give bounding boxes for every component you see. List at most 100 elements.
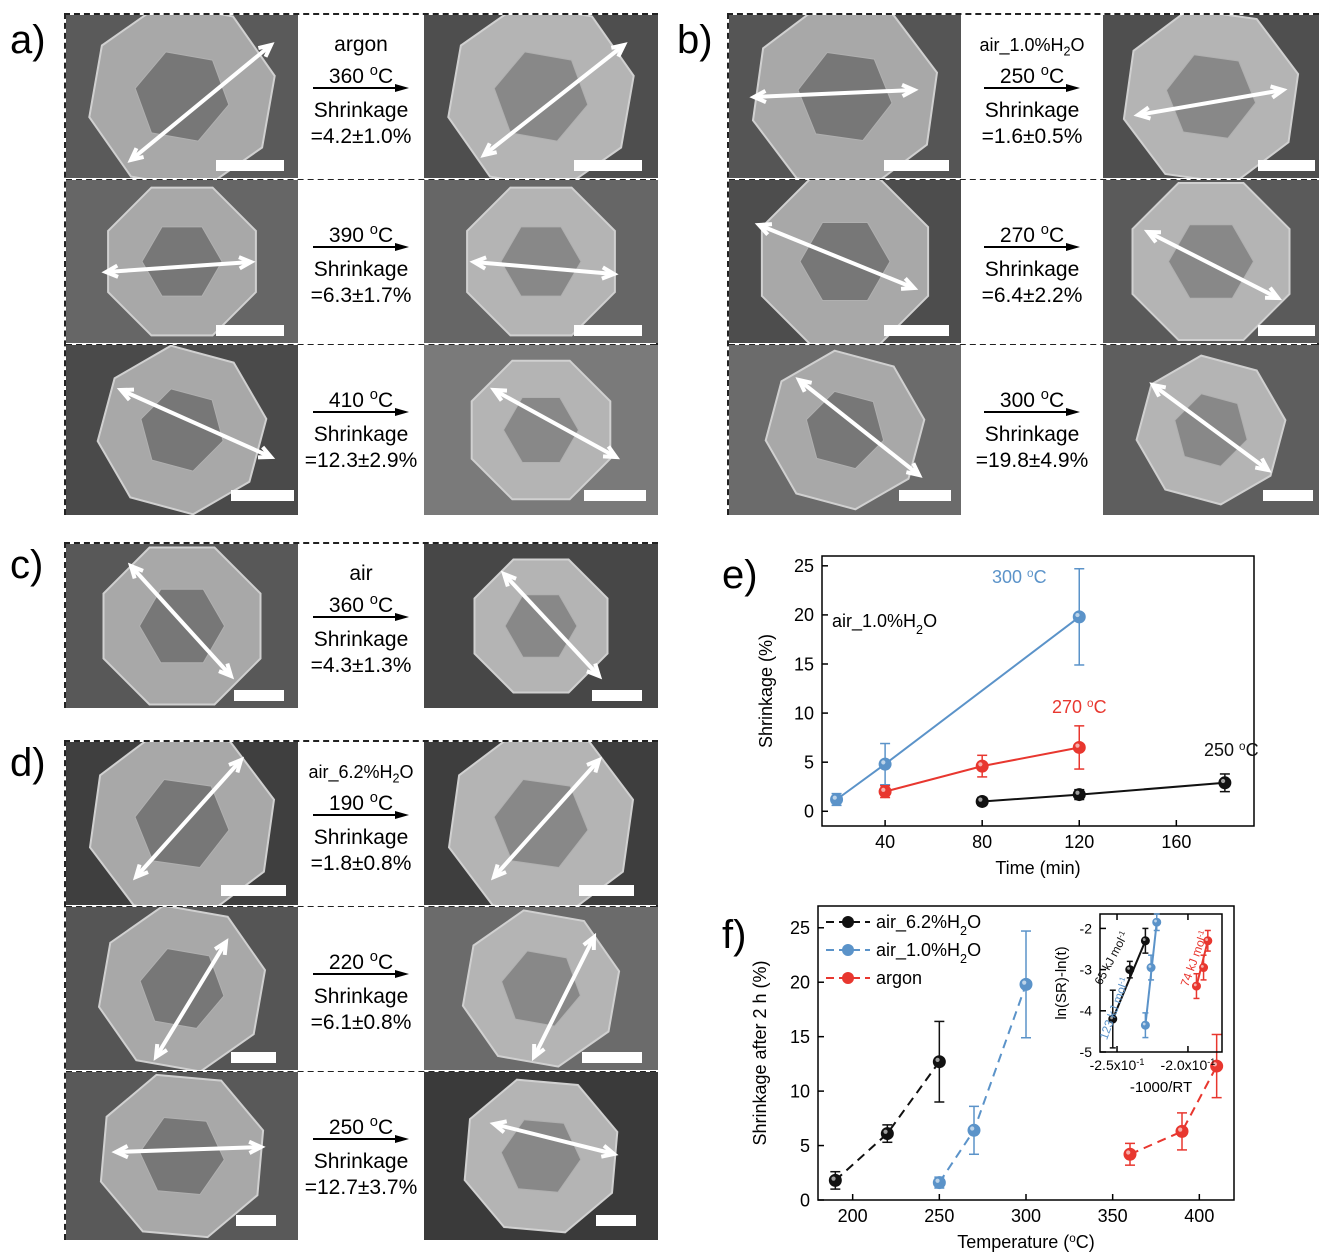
data-point-highlight — [978, 762, 983, 767]
y-tick-label: 15 — [790, 1027, 810, 1047]
data-point — [1072, 610, 1086, 624]
y-tick-label: 0 — [800, 1190, 810, 1210]
x-tick-label: -2.5x10-1 — [1090, 1057, 1145, 1073]
sem-row: air_1.0%H2O 250 oC Shrinkage =1.6±0.5% — [729, 15, 1319, 180]
sem-image — [66, 1072, 298, 1240]
condition-text: 220 oC Shrinkage =6.1±0.8% — [298, 907, 424, 1072]
fit-line — [1195, 940, 1209, 987]
sem-after — [424, 544, 658, 710]
condition-line: argon — [334, 33, 388, 56]
condition-text: 390 oC Shrinkage =6.3±1.7% — [298, 180, 424, 345]
condition-line: Shrinkage — [313, 628, 409, 651]
data-point-highlight — [1205, 938, 1209, 941]
panel-label-e: e) — [722, 553, 758, 597]
sem-before — [729, 345, 961, 517]
sem-image — [1103, 15, 1319, 180]
chart-e: 40 80 120 160 0 5 10 15 20 25 Time (min) Shrinkage … — [756, 555, 1259, 878]
sem-panel-c: air 360 oC Shrinkage =4.3±1.3% — [64, 542, 658, 710]
condition-line: =1.6±0.5% — [981, 125, 1083, 148]
x-axis-label: Temperature (oC) — [957, 1232, 1095, 1252]
condition-line: air_6.2%H2O — [308, 762, 414, 786]
data-point-highlight — [1178, 1127, 1183, 1132]
data-point — [1218, 776, 1232, 790]
y-tick-label: 25 — [790, 918, 810, 938]
condition-line: 360 oC — [328, 592, 394, 617]
condition-line: Shrinkage — [313, 99, 409, 122]
data-point-highlight — [1148, 964, 1152, 968]
condition-line: Shrinkage — [313, 985, 409, 1008]
condition-line: 250 oC — [328, 1114, 394, 1139]
x-tick-label: 200 — [838, 1206, 868, 1226]
reaction-arrow — [984, 243, 1080, 251]
condition-text: 270 oC Shrinkage =6.4±2.2% — [961, 180, 1103, 345]
condition-line: =4.2±1.0% — [310, 125, 412, 148]
y-tick-label: -3 — [1080, 962, 1093, 978]
sem-before — [66, 345, 298, 517]
data-point-highlight — [1075, 612, 1080, 618]
sem-image — [729, 15, 961, 180]
sem-image — [424, 345, 658, 515]
data-point — [1140, 936, 1150, 946]
data-point-highlight — [881, 760, 886, 765]
sem-image — [424, 907, 658, 1070]
sem-after — [1103, 15, 1319, 180]
sem-image — [66, 15, 298, 180]
data-point — [1175, 1124, 1189, 1138]
sem-before — [66, 1072, 298, 1242]
sem-row: air_6.2%H2O 190 oC Shrinkage =1.8±0.8% — [66, 742, 658, 907]
y-tick-label: -2 — [1080, 920, 1093, 936]
series-label: 300 oC — [992, 567, 1047, 588]
data-point — [830, 792, 844, 806]
sem-after — [424, 742, 658, 907]
y-tick-label: 25 — [794, 556, 814, 576]
sem-image — [1103, 180, 1319, 343]
data-point-highlight — [831, 1176, 836, 1181]
condition-line: 390 oC — [328, 222, 394, 247]
data-point — [1072, 788, 1086, 802]
y-axis-label: ln(SR)-ln(t) — [1053, 946, 1070, 1019]
sem-image — [424, 544, 658, 708]
sem-before — [66, 907, 298, 1072]
data-point-highlight — [1126, 1150, 1131, 1155]
data-point — [975, 794, 989, 808]
series-line — [834, 1061, 941, 1182]
reaction-arrow — [313, 970, 409, 978]
data-point-highlight — [1142, 1022, 1146, 1026]
fit-line — [1144, 922, 1158, 1026]
x-tick-label: 80 — [972, 832, 992, 852]
data-point — [1123, 1147, 1137, 1161]
condition-line: air_1.0%H2O — [979, 35, 1085, 59]
sem-row: 220 oC Shrinkage =6.1±0.8% — [66, 906, 658, 1072]
data-point — [1152, 917, 1162, 927]
activation-energy-label: 65 kJ mol-1 — [1091, 929, 1131, 987]
y-axis-label: Shrinkage after 2 h (%) — [750, 960, 770, 1145]
sem-before — [66, 180, 298, 345]
data-point-highlight — [1110, 1016, 1113, 1020]
sem-image — [66, 907, 298, 1072]
condition-text: air_6.2%H2O 190 oC Shrinkage =1.8±0.8% — [298, 742, 424, 907]
condition-line: =6.4±2.2% — [981, 284, 1083, 307]
data-point — [1203, 936, 1213, 946]
condition-text: 410 oC Shrinkage =12.3±2.9% — [298, 345, 424, 517]
data-point-highlight — [1075, 743, 1080, 748]
condition-text: 250 oC Shrinkage =12.7±3.7% — [298, 1072, 424, 1242]
data-point-highlight — [1193, 983, 1197, 987]
sem-image — [729, 180, 961, 345]
data-point-highlight — [1220, 778, 1226, 784]
data-point — [967, 1123, 981, 1137]
series-line — [938, 984, 1027, 1184]
legend-label: air_1.0%H2O — [876, 940, 981, 966]
sem-before — [729, 180, 961, 345]
condition-line: 190 oC — [328, 790, 394, 815]
plot-frame — [1099, 913, 1223, 1053]
data-point — [1140, 1020, 1150, 1030]
data-point — [1191, 981, 1201, 991]
x-tick-label: 40 — [875, 832, 895, 852]
data-point-highlight — [978, 797, 983, 802]
data-point-highlight — [1127, 967, 1130, 970]
data-point — [878, 785, 892, 799]
reaction-arrow — [313, 84, 409, 92]
y-tick-label: 0 — [804, 802, 814, 822]
y-tick-label: 20 — [790, 973, 810, 993]
data-point — [878, 757, 892, 771]
